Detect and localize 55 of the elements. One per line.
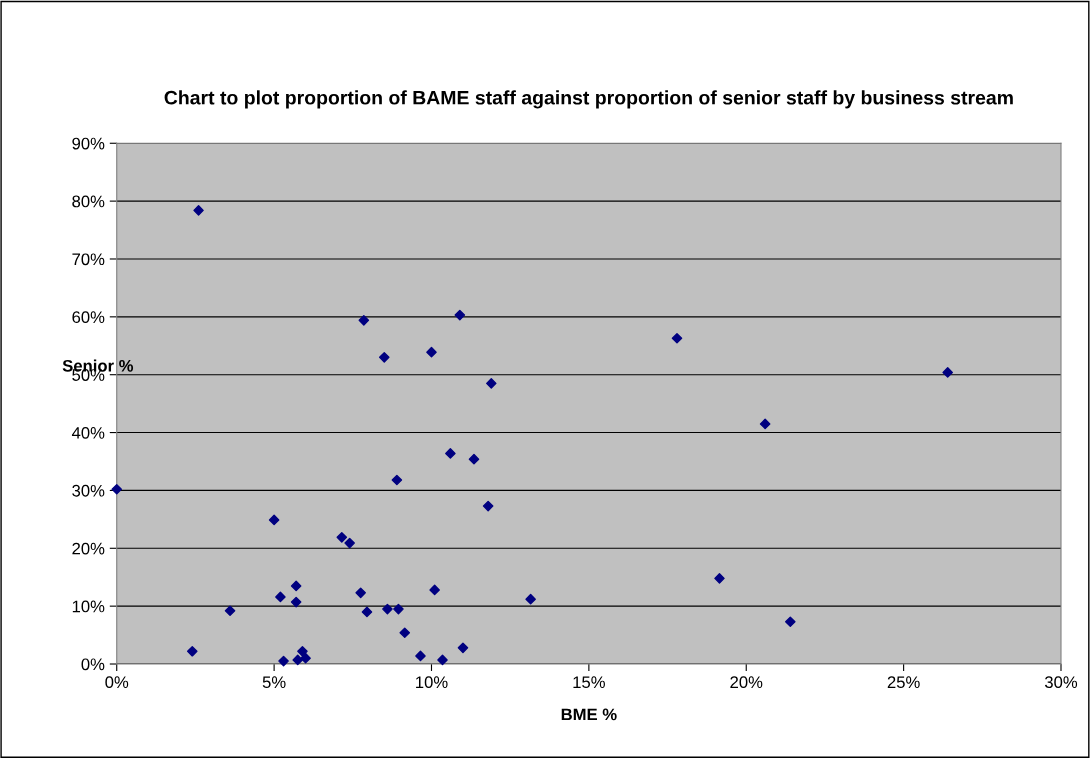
point xyxy=(482,500,494,512)
y-tick-label: 40% xyxy=(71,426,105,439)
x-tick-label: 5% xyxy=(262,676,286,689)
x-tick-label: 15% xyxy=(573,676,605,689)
y-tick-label: 60% xyxy=(72,311,105,324)
point xyxy=(344,537,355,549)
chart-title: Chart to plot proportion of BAME staff against proportion of senior staff by business stream xyxy=(164,90,1013,109)
y-tick-label: 0% xyxy=(81,658,105,671)
point xyxy=(399,627,411,639)
x-tick-label: 25% xyxy=(887,676,920,689)
point xyxy=(186,645,198,657)
point xyxy=(268,514,280,526)
point xyxy=(942,367,953,378)
point xyxy=(759,418,771,430)
point xyxy=(468,453,480,465)
point xyxy=(525,593,536,605)
point xyxy=(361,606,373,618)
y-tick-label: 10% xyxy=(72,600,105,613)
point xyxy=(415,650,426,662)
point xyxy=(391,474,403,486)
point xyxy=(292,654,304,666)
point xyxy=(426,346,437,358)
point xyxy=(193,205,204,216)
point xyxy=(336,531,348,543)
point xyxy=(457,642,469,654)
point xyxy=(671,332,683,344)
point xyxy=(437,654,448,666)
point xyxy=(378,352,390,363)
point xyxy=(714,573,725,584)
x-tick-label: 20% xyxy=(730,676,763,689)
point xyxy=(278,655,289,667)
y-tick-label: 30% xyxy=(72,484,105,497)
point xyxy=(445,448,456,459)
point xyxy=(485,378,497,389)
x-tick-label: 30% xyxy=(1044,676,1078,689)
point xyxy=(393,603,404,615)
x-tick-label: 10% xyxy=(416,676,448,689)
point xyxy=(382,603,393,615)
point xyxy=(454,309,466,321)
y-tick-label: 90% xyxy=(72,137,105,150)
x-tick-label: 0% xyxy=(105,676,129,689)
point xyxy=(429,584,440,596)
y-tick-label: 70% xyxy=(72,253,105,266)
point xyxy=(224,605,236,617)
point xyxy=(290,596,302,608)
point xyxy=(785,616,796,628)
point xyxy=(297,645,308,657)
point xyxy=(275,591,286,603)
y-tick-label: 80% xyxy=(72,195,105,208)
x-axis-title: BME % xyxy=(561,708,617,721)
point xyxy=(355,587,366,599)
point xyxy=(358,315,370,326)
point xyxy=(290,580,302,592)
point xyxy=(300,652,311,664)
y-tick-label: 20% xyxy=(72,542,105,555)
